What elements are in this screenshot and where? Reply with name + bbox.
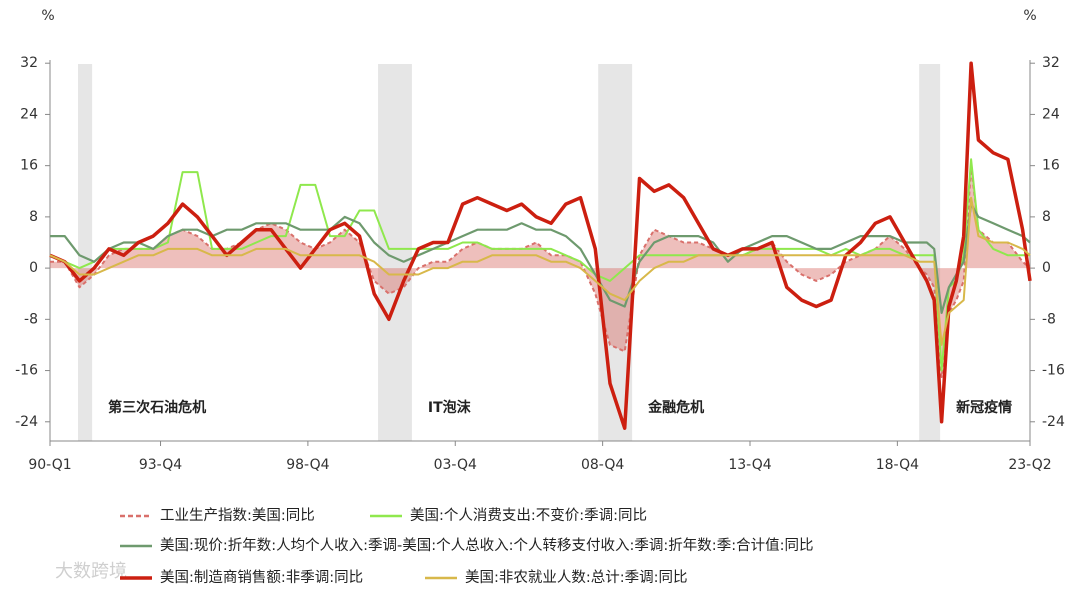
legend-label: 美国:个人消费支出:不变价:季调:同比 xyxy=(410,507,647,524)
y2-tick-label: -8 xyxy=(1042,311,1056,327)
y2-tick-label: 24 xyxy=(1042,106,1060,122)
legend-label: 美国:制造商销售额:非季调:同比 xyxy=(160,569,363,586)
legend-label: 美国:现价:折年数:人均个人收入:季调-美国:个人总收入:个人转移支付收入:季调… xyxy=(160,537,813,554)
series-line xyxy=(49,196,1031,346)
annotation: 金融危机 xyxy=(647,399,704,416)
series-area xyxy=(50,165,1030,377)
y-tick-label: 16 xyxy=(20,158,38,174)
legend-label: 美国:非农就业人数:总计:季调:同比 xyxy=(465,569,688,586)
y2-tick-label: 16 xyxy=(1042,158,1060,174)
series-line xyxy=(50,203,1031,314)
series-line xyxy=(49,61,1032,430)
y2-tick-label: -24 xyxy=(1042,414,1065,430)
shaded-period xyxy=(919,64,941,441)
x-tick-label: 13-Q4 xyxy=(728,457,771,473)
watermark: 大数跨境 xyxy=(55,561,127,582)
annotation: 新冠疫情 xyxy=(956,399,1012,416)
shaded-period xyxy=(78,64,93,441)
y2-tick-label: 32 xyxy=(1042,55,1060,71)
x-tick-label: 03-Q4 xyxy=(434,457,477,473)
y-tick-label: 8 xyxy=(29,209,38,225)
y-tick-label: -16 xyxy=(15,363,38,379)
x-tick-label: 08-Q4 xyxy=(581,457,624,473)
x-tick-label: 90-Q1 xyxy=(28,457,71,473)
x-tick-label: 23-Q2 xyxy=(1008,457,1051,473)
y-tick-label: -24 xyxy=(15,414,38,430)
shaded-period xyxy=(378,64,412,441)
legend-label: 工业生产指数:美国:同比 xyxy=(160,507,315,524)
y-tick-label: 0 xyxy=(29,260,38,276)
y2-unit: % xyxy=(1023,8,1036,24)
y2-tick-label: 0 xyxy=(1042,260,1051,276)
x-tick-label: 93-Q4 xyxy=(139,457,182,473)
annotation: 第三次石油危机 xyxy=(108,399,206,416)
series-line xyxy=(50,164,1031,378)
y2-tick-label: 8 xyxy=(1042,209,1051,225)
annotation: IT泡沫 xyxy=(428,399,472,416)
x-tick-label: 18-Q4 xyxy=(876,457,919,473)
y-tick-label: 24 xyxy=(20,106,38,122)
y-tick-label: -8 xyxy=(24,311,38,327)
y2-tick-label: -16 xyxy=(1042,363,1065,379)
y-unit: % xyxy=(41,8,54,24)
x-tick-label: 98-Q4 xyxy=(286,457,329,473)
y-tick-label: 32 xyxy=(20,55,38,71)
series-line xyxy=(49,158,1030,372)
